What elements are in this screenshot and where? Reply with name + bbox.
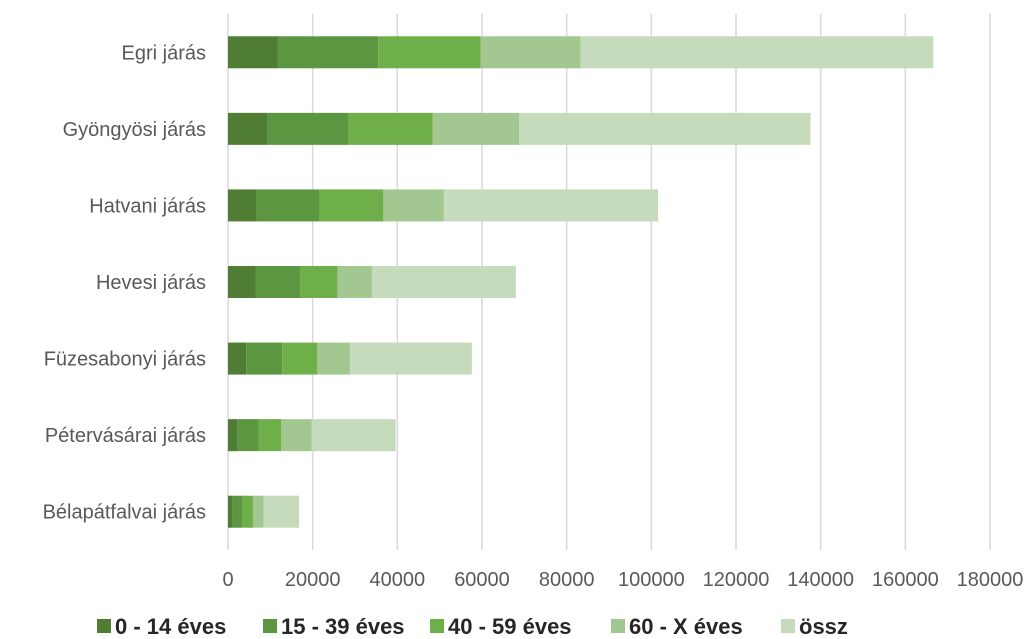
legend-swatch	[430, 619, 444, 633]
category-label: Hatvani járás	[89, 195, 206, 217]
x-tick-label: 60000	[454, 569, 510, 591]
x-tick-label: 140000	[787, 569, 854, 591]
bar-hatvani-jaras-60-x-eves	[383, 189, 444, 222]
legend-label: 60 - X éves	[629, 614, 743, 639]
bar-hatvani-jaras-40-59-eves	[319, 189, 384, 222]
x-tick-label: 20000	[285, 569, 341, 591]
bar-petervasarai-jaras-ossz	[311, 419, 396, 452]
x-axis-ticks: 0 20000 40000 60000 80000 100000 120000 140000 1…	[222, 569, 1023, 591]
legend-label: 15 - 39 éves	[281, 614, 405, 639]
legend-swatch	[97, 619, 111, 633]
gridlines	[227, 14, 991, 550]
legend-item-ossz: össz	[781, 614, 848, 639]
bar-hatvani-jaras-15-39-eves	[256, 189, 320, 222]
x-tick-label: 180000	[957, 569, 1024, 591]
x-tick-label: 0	[222, 569, 233, 591]
bar-gyongyosi-jaras-ossz	[519, 112, 811, 145]
bar-petervasarai-jaras-60-x-eves	[281, 419, 312, 452]
bar-fuzesabonyi-jaras-15-39-eves	[246, 342, 283, 375]
legend-item-40-59-eves: 40 - 59 éves	[430, 614, 572, 639]
bar-petervasarai-jaras-0-14-eves	[228, 419, 238, 452]
bar-gyongyosi-jaras-15-39-eves	[267, 112, 349, 145]
bar-egri-jaras-0-14-eves	[228, 36, 278, 69]
bar-egri-jaras-ossz	[580, 36, 934, 69]
bar-fuzesabonyi-jaras-40-59-eves	[282, 342, 318, 375]
bar-belapatfalvai-jaras-0-14-eves	[228, 495, 233, 528]
legend: 0 - 14 éves 15 - 39 éves 40 - 59 éves 60 - …	[97, 614, 848, 639]
bar-petervasarai-jaras-40-59-eves	[258, 419, 282, 452]
bar-gyongyosi-jaras-60-x-eves	[432, 112, 520, 145]
x-tick-label: 160000	[872, 569, 939, 591]
category-label: Bélapátfalvai járás	[43, 502, 206, 524]
legend-label: 0 - 14 éves	[115, 614, 226, 639]
bar-hevesi-jaras-0-14-eves	[228, 266, 256, 298]
legend-label: 40 - 59 éves	[448, 614, 572, 639]
bar-gyongyosi-jaras-40-59-eves	[348, 112, 433, 145]
legend-swatch	[263, 619, 277, 633]
bar-fuzesabonyi-jaras-0-14-eves	[228, 342, 247, 375]
category-label: Egri járás	[122, 42, 206, 64]
bar-belapatfalvai-jaras-40-59-eves	[242, 495, 253, 528]
category-label: Hevesi járás	[96, 272, 206, 294]
bar-hevesi-jaras-15-39-eves	[255, 266, 300, 298]
x-tick-label: 100000	[618, 569, 685, 591]
bar-fuzesabonyi-jaras-ossz	[349, 342, 472, 375]
bar-belapatfalvai-jaras-ossz	[263, 495, 300, 528]
legend-swatch	[781, 619, 795, 633]
bar-hevesi-jaras-60-x-eves	[337, 266, 372, 298]
x-tick-label: 120000	[703, 569, 770, 591]
bar-hatvani-jaras-0-14-eves	[228, 189, 257, 222]
bar-petervasarai-jaras-15-39-eves	[237, 419, 259, 452]
legend-item-15-39-eves: 15 - 39 éves	[263, 614, 405, 639]
category-label: Gyöngyösi járás	[63, 119, 206, 141]
category-labels: Egri járás Gyöngyösi járás Hatvani járás He…	[43, 42, 206, 523]
x-tick-label: 40000	[370, 569, 426, 591]
bar-fuzesabonyi-jaras-60-x-eves	[317, 342, 350, 375]
legend-label: össz	[799, 614, 848, 639]
x-tick-label: 80000	[539, 569, 595, 591]
bar-hatvani-jaras-ossz	[443, 189, 659, 222]
bar-egri-jaras-60-x-eves	[480, 36, 581, 69]
bar-hevesi-jaras-40-59-eves	[299, 266, 338, 298]
bars	[228, 36, 934, 528]
bar-gyongyosi-jaras-0-14-eves	[228, 112, 268, 145]
bar-belapatfalvai-jaras-60-x-eves	[252, 495, 264, 528]
bar-egri-jaras-15-39-eves	[277, 36, 379, 69]
category-label: Pétervásárai járás	[45, 425, 206, 447]
legend-swatch	[611, 619, 625, 633]
legend-item-60-x-eves: 60 - X éves	[611, 614, 743, 639]
bar-belapatfalvai-jaras-15-39-eves	[232, 495, 243, 528]
legend-item-0-14-eves: 0 - 14 éves	[97, 614, 226, 639]
bar-egri-jaras-40-59-eves	[378, 36, 481, 69]
bar-hevesi-jaras-ossz	[371, 266, 516, 298]
category-label: Füzesabonyi járás	[44, 349, 206, 371]
